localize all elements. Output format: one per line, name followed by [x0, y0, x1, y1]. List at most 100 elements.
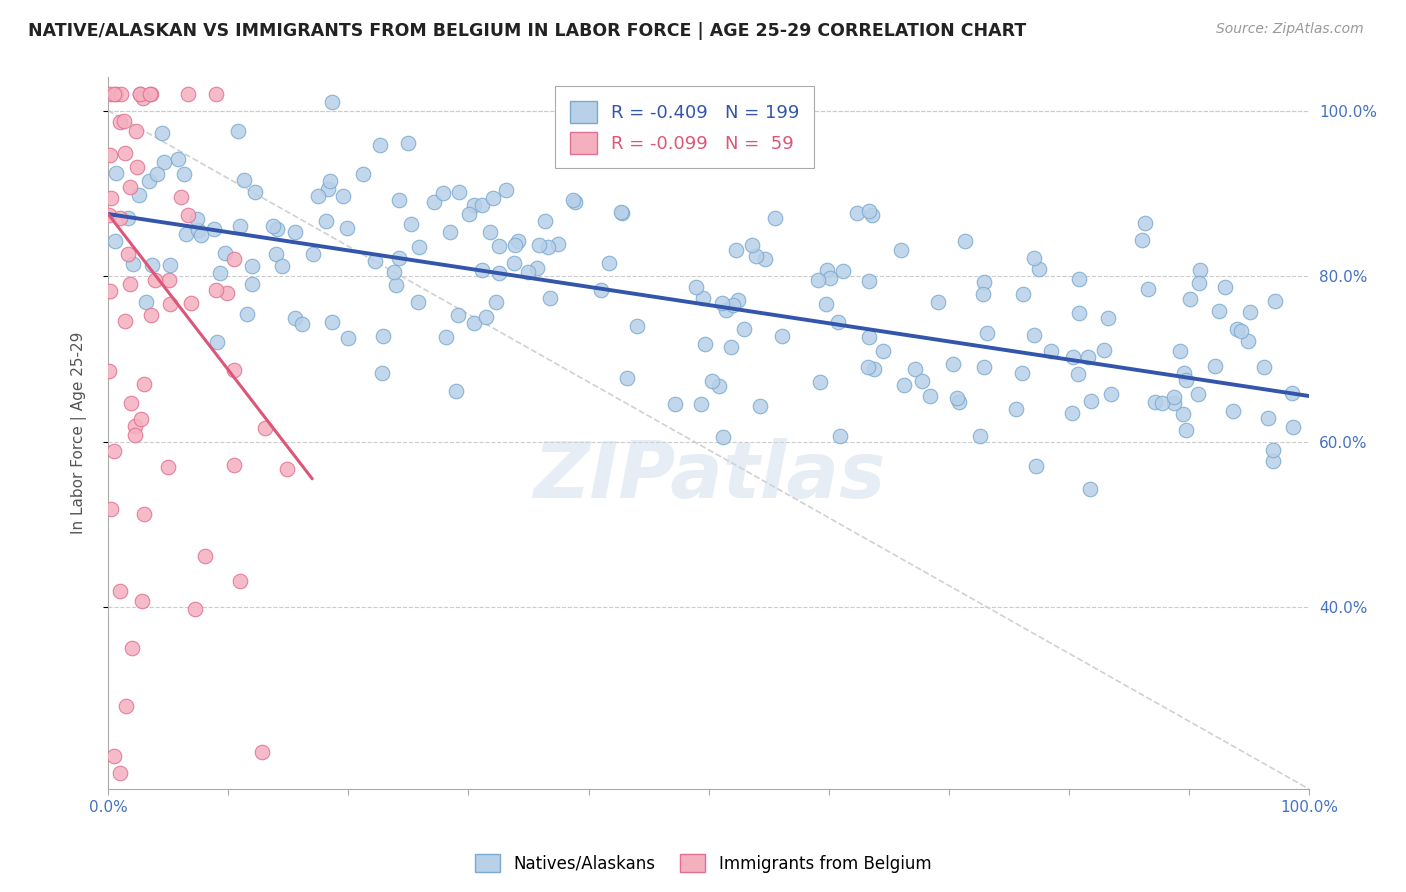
Point	[1067, 367, 1090, 381]
Point	[911, 374, 934, 388]
Point	[233, 173, 256, 187]
Point	[953, 234, 976, 248]
Point	[711, 430, 734, 444]
Point	[458, 207, 481, 221]
Point	[927, 294, 949, 309]
Point	[537, 240, 560, 254]
Point	[1004, 402, 1026, 417]
Point	[406, 295, 429, 310]
Point	[240, 277, 263, 291]
Point	[845, 206, 868, 220]
Point	[447, 308, 470, 322]
Point	[177, 208, 200, 222]
Point	[222, 252, 245, 266]
Point	[527, 238, 550, 252]
Point	[141, 308, 163, 322]
Point	[388, 194, 411, 208]
Point	[770, 329, 793, 343]
Point	[254, 421, 277, 435]
Point	[471, 198, 494, 212]
Point	[276, 462, 298, 476]
Point	[463, 197, 485, 211]
Point	[818, 270, 841, 285]
Point	[224, 363, 246, 377]
Point	[98, 208, 121, 222]
Point	[1225, 322, 1247, 336]
Point	[1028, 262, 1050, 277]
Point	[1130, 233, 1153, 247]
Point	[173, 167, 195, 181]
Point	[741, 238, 763, 252]
Point	[710, 295, 733, 310]
Point	[858, 203, 880, 218]
Point	[307, 189, 329, 203]
Point	[815, 263, 838, 277]
Point	[229, 219, 252, 234]
Point	[121, 257, 143, 271]
Point	[1099, 386, 1122, 401]
Point	[135, 295, 157, 310]
Legend: Natives/Alaskans, Immigrants from Belgium: Natives/Alaskans, Immigrants from Belgiu…	[468, 847, 938, 880]
Point	[474, 310, 496, 324]
Point	[872, 343, 894, 358]
Point	[1011, 366, 1033, 380]
Point	[1236, 334, 1258, 348]
Point	[104, 234, 127, 248]
Point	[226, 124, 249, 138]
Point	[626, 318, 648, 333]
Point	[610, 205, 633, 219]
Point	[124, 427, 146, 442]
Point	[291, 317, 314, 331]
Point	[1078, 482, 1101, 496]
Point	[1137, 282, 1160, 296]
Point	[721, 298, 744, 312]
Point	[224, 458, 246, 473]
Point	[174, 227, 197, 241]
Point	[1150, 396, 1173, 410]
Point	[208, 266, 231, 280]
Point	[946, 391, 969, 405]
Point	[714, 302, 737, 317]
Point	[526, 260, 548, 275]
Point	[385, 277, 408, 292]
Point	[463, 316, 485, 330]
Point	[336, 331, 359, 345]
Point	[120, 396, 142, 410]
Point	[1060, 406, 1083, 420]
Point	[685, 280, 707, 294]
Point	[754, 252, 776, 267]
Point	[118, 180, 141, 194]
Point	[205, 334, 228, 349]
Point	[103, 443, 125, 458]
Point	[1261, 443, 1284, 458]
Point	[110, 87, 132, 101]
Point	[108, 583, 131, 598]
Point	[103, 87, 125, 101]
Point	[321, 315, 343, 329]
Point	[138, 174, 160, 188]
Point	[319, 174, 342, 188]
Point	[284, 310, 307, 325]
Point	[1187, 387, 1209, 401]
Point	[1062, 350, 1084, 364]
Point	[447, 185, 470, 199]
Point	[1067, 306, 1090, 320]
Point	[610, 206, 633, 220]
Point	[100, 501, 122, 516]
Point	[315, 213, 337, 227]
Point	[700, 374, 723, 388]
Point	[598, 256, 620, 270]
Point	[217, 285, 239, 300]
Point	[205, 283, 228, 297]
Point	[399, 217, 422, 231]
Point	[724, 244, 747, 258]
Point	[321, 95, 343, 110]
Point	[1208, 303, 1230, 318]
Point	[214, 246, 236, 260]
Point	[534, 214, 557, 228]
Point	[941, 357, 963, 371]
Point	[157, 273, 180, 287]
Point	[1171, 408, 1194, 422]
Point	[262, 219, 284, 234]
Point	[131, 593, 153, 607]
